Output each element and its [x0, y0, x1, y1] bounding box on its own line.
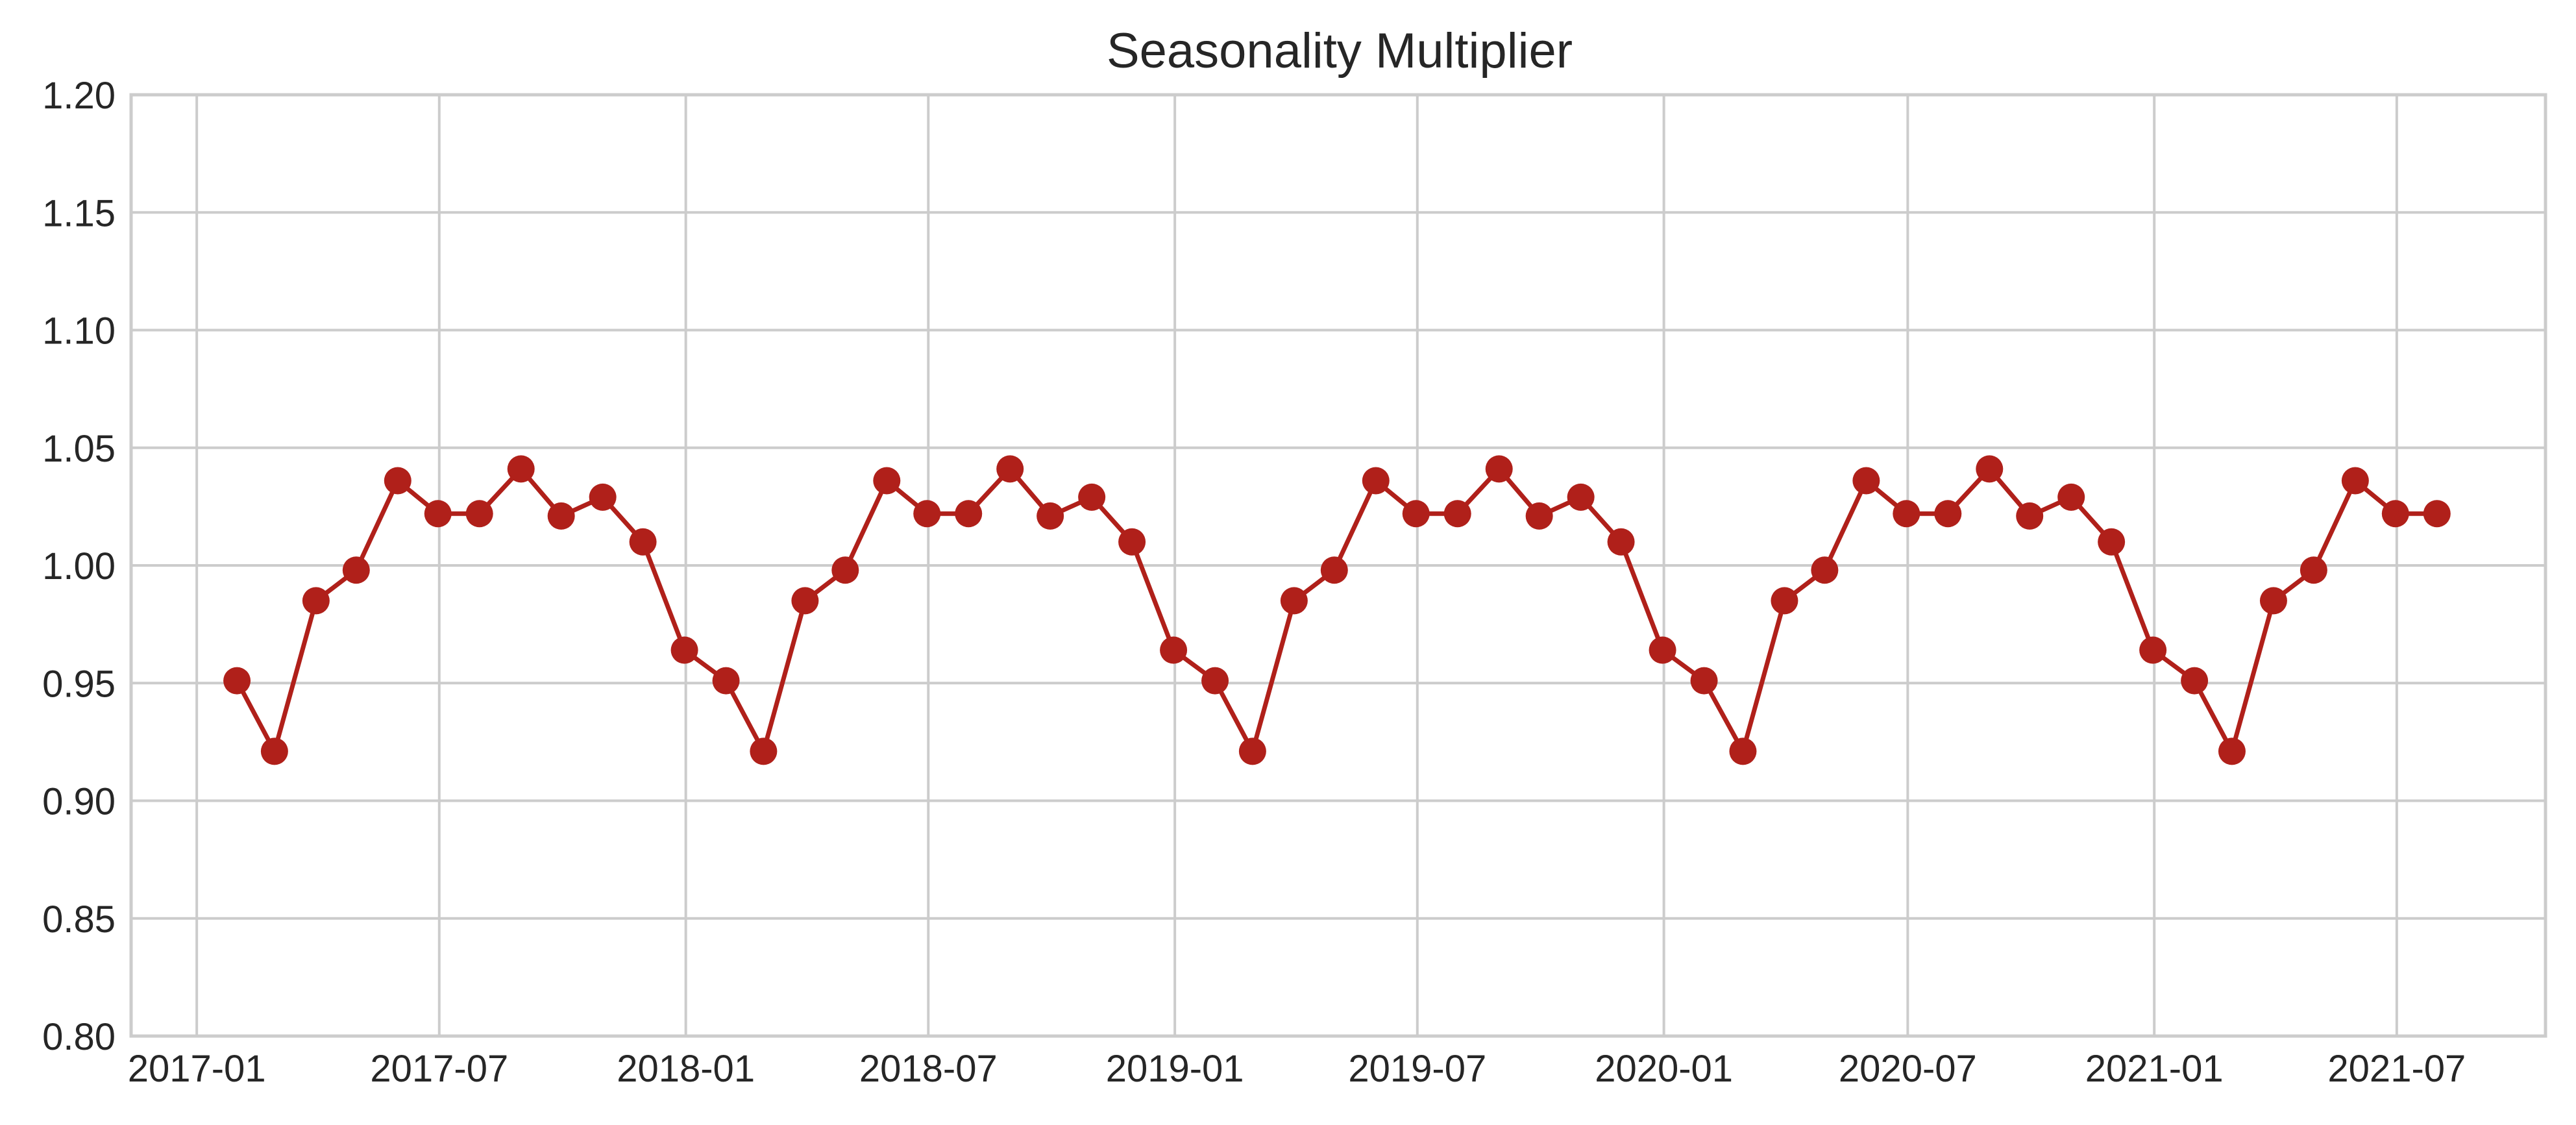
data-point [712, 667, 740, 695]
data-point [342, 556, 370, 584]
y-tick-label: 1.10 [42, 310, 116, 352]
data-point [1362, 467, 1390, 495]
x-tick-label: 2017-01 [128, 1048, 266, 1090]
y-tick-label: 1.05 [42, 428, 116, 470]
plot-frame [129, 93, 2547, 1038]
data-point [1443, 500, 1471, 528]
data-point [1811, 556, 1839, 584]
data-point [1118, 528, 1146, 556]
data-point [1037, 502, 1064, 530]
data-point [2057, 483, 2085, 511]
data-point [2098, 528, 2126, 556]
data-point [589, 483, 617, 511]
data-point [2423, 500, 2451, 528]
data-point [2181, 667, 2209, 695]
data-point [913, 500, 941, 528]
data-point [791, 587, 819, 615]
data-point [629, 528, 657, 556]
data-point [302, 587, 330, 615]
x-tick-label: 2018-01 [617, 1048, 755, 1090]
data-point [1320, 556, 1348, 584]
y-tick-label: 1.20 [42, 75, 116, 117]
data-point [1078, 483, 1106, 511]
data-point [1201, 667, 1229, 695]
data-point [996, 455, 1024, 483]
data-point [1893, 500, 1920, 528]
data-point [384, 467, 411, 495]
data-point [223, 667, 251, 695]
data-point [750, 737, 778, 765]
series-layer [223, 455, 2451, 765]
data-point [1729, 737, 1757, 765]
data-point [1690, 667, 1718, 695]
data-point [2300, 556, 2327, 584]
data-point [2139, 636, 2167, 664]
x-tick-label: 2020-01 [1595, 1048, 1733, 1090]
data-point [2218, 737, 2246, 765]
data-point [873, 467, 901, 495]
x-tick-label: 2021-01 [2085, 1048, 2224, 1090]
data-point [1771, 587, 1798, 615]
x-tick-label: 2019-01 [1106, 1048, 1244, 1090]
x-tick-label: 2020-07 [1839, 1048, 1977, 1090]
data-point [1934, 500, 1962, 528]
x-tick-label: 2017-07 [370, 1048, 508, 1090]
chart-title: Seasonality Multiplier [1107, 23, 1573, 79]
data-point [2259, 587, 2287, 615]
data-point [1852, 467, 1880, 495]
data-point [1238, 737, 1266, 765]
data-point [1567, 483, 1595, 511]
data-point [424, 500, 452, 528]
data-point [670, 636, 698, 664]
data-point [1402, 500, 1430, 528]
x-tick-label: 2018-07 [859, 1048, 998, 1090]
data-point [1280, 587, 1308, 615]
x-tick-label: 2021-07 [2327, 1048, 2466, 1090]
data-point [2381, 500, 2409, 528]
y-tick-label: 0.85 [42, 898, 116, 941]
data-point [2016, 502, 2044, 530]
y-tick-label: 0.95 [42, 663, 116, 705]
data-point [260, 737, 288, 765]
data-point [2341, 467, 2369, 495]
y-tick-label: 0.80 [42, 1016, 116, 1058]
data-point [1976, 455, 2004, 483]
data-point [507, 455, 535, 483]
data-point [1649, 636, 1676, 664]
data-point [831, 556, 859, 584]
data-point [1525, 502, 1553, 530]
data-point [1485, 455, 1513, 483]
y-tick-label: 1.15 [42, 192, 116, 234]
data-point [1607, 528, 1635, 556]
y-tick-label: 0.90 [42, 781, 116, 823]
x-tick-label: 2019-07 [1348, 1048, 1486, 1090]
data-point [955, 500, 983, 528]
data-point [547, 502, 575, 530]
axis-layer: 0.80 0.85 0.90 0.95 1.00 1.05 1.10 1.15 1.20 2017… [42, 75, 2547, 1090]
y-tick-label: 1.00 [42, 545, 116, 587]
data-point [1160, 636, 1188, 664]
data-point [465, 500, 493, 528]
